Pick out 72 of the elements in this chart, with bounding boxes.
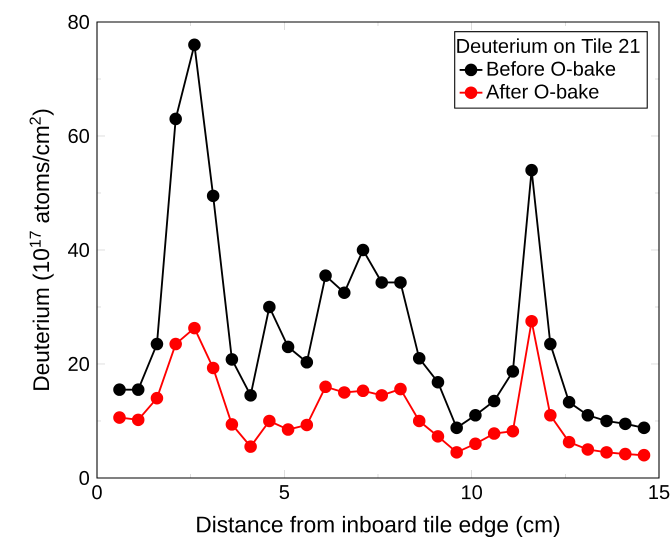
point <box>282 340 294 354</box>
y-tick-label: 40 <box>68 242 90 258</box>
point <box>544 338 557 350</box>
point <box>450 446 463 459</box>
point <box>338 286 351 300</box>
point <box>356 384 370 398</box>
point <box>206 190 220 202</box>
point <box>244 389 257 402</box>
point <box>582 409 594 422</box>
point <box>300 418 314 432</box>
point <box>113 383 126 396</box>
point <box>638 422 650 434</box>
point <box>525 164 538 176</box>
point <box>263 414 276 428</box>
point <box>188 38 201 52</box>
point <box>469 438 482 450</box>
point <box>375 276 388 289</box>
point <box>488 427 500 440</box>
point <box>113 411 126 424</box>
point <box>226 353 238 366</box>
y-tick-label: 60 <box>68 128 90 144</box>
point <box>356 244 370 256</box>
point <box>412 414 426 428</box>
x-tick-label: 5 <box>280 485 290 500</box>
point <box>600 446 613 459</box>
point <box>282 423 294 436</box>
point <box>394 276 407 289</box>
point <box>638 448 650 462</box>
point <box>300 356 314 369</box>
point <box>263 300 276 314</box>
point <box>469 409 482 422</box>
point <box>562 436 576 448</box>
y-axis-title: Deuterium (10$^{17}$ atoms/cm$^{2}$) <box>30 110 54 390</box>
point <box>432 376 444 388</box>
point <box>132 383 144 396</box>
point <box>188 322 201 334</box>
legend-label: Before O-bake <box>488 61 616 76</box>
point <box>488 394 500 408</box>
x-tick-label: 10 <box>462 485 482 500</box>
x-axis-title: Distance from inboard tile edge (cm) <box>197 516 560 538</box>
point <box>506 424 520 438</box>
point <box>375 389 388 402</box>
point <box>319 380 332 394</box>
point <box>319 269 332 282</box>
point <box>506 365 520 378</box>
point <box>169 338 182 350</box>
y-tick-label: 0 <box>79 470 90 486</box>
point <box>582 443 594 456</box>
x-tick-label: 0 <box>92 485 102 500</box>
point <box>394 382 407 396</box>
point <box>450 422 463 434</box>
y-tick-label: 20 <box>68 356 90 372</box>
y-tick-label: 80 <box>68 14 90 30</box>
point <box>544 409 557 422</box>
point <box>244 440 257 453</box>
point <box>600 414 613 428</box>
point <box>169 112 182 126</box>
point <box>338 386 351 399</box>
legend-title: Deuterium on Tile 21 <box>457 38 640 54</box>
point <box>412 352 426 365</box>
legend-label: After O-bake <box>486 84 598 99</box>
point <box>150 338 164 350</box>
x-tick-label: 15 <box>649 485 670 500</box>
point <box>562 396 576 408</box>
point <box>619 418 632 430</box>
point <box>525 314 538 328</box>
point <box>132 414 144 426</box>
point <box>226 418 238 431</box>
point <box>619 448 632 460</box>
point <box>206 362 220 374</box>
point <box>432 430 444 443</box>
point <box>150 392 164 404</box>
